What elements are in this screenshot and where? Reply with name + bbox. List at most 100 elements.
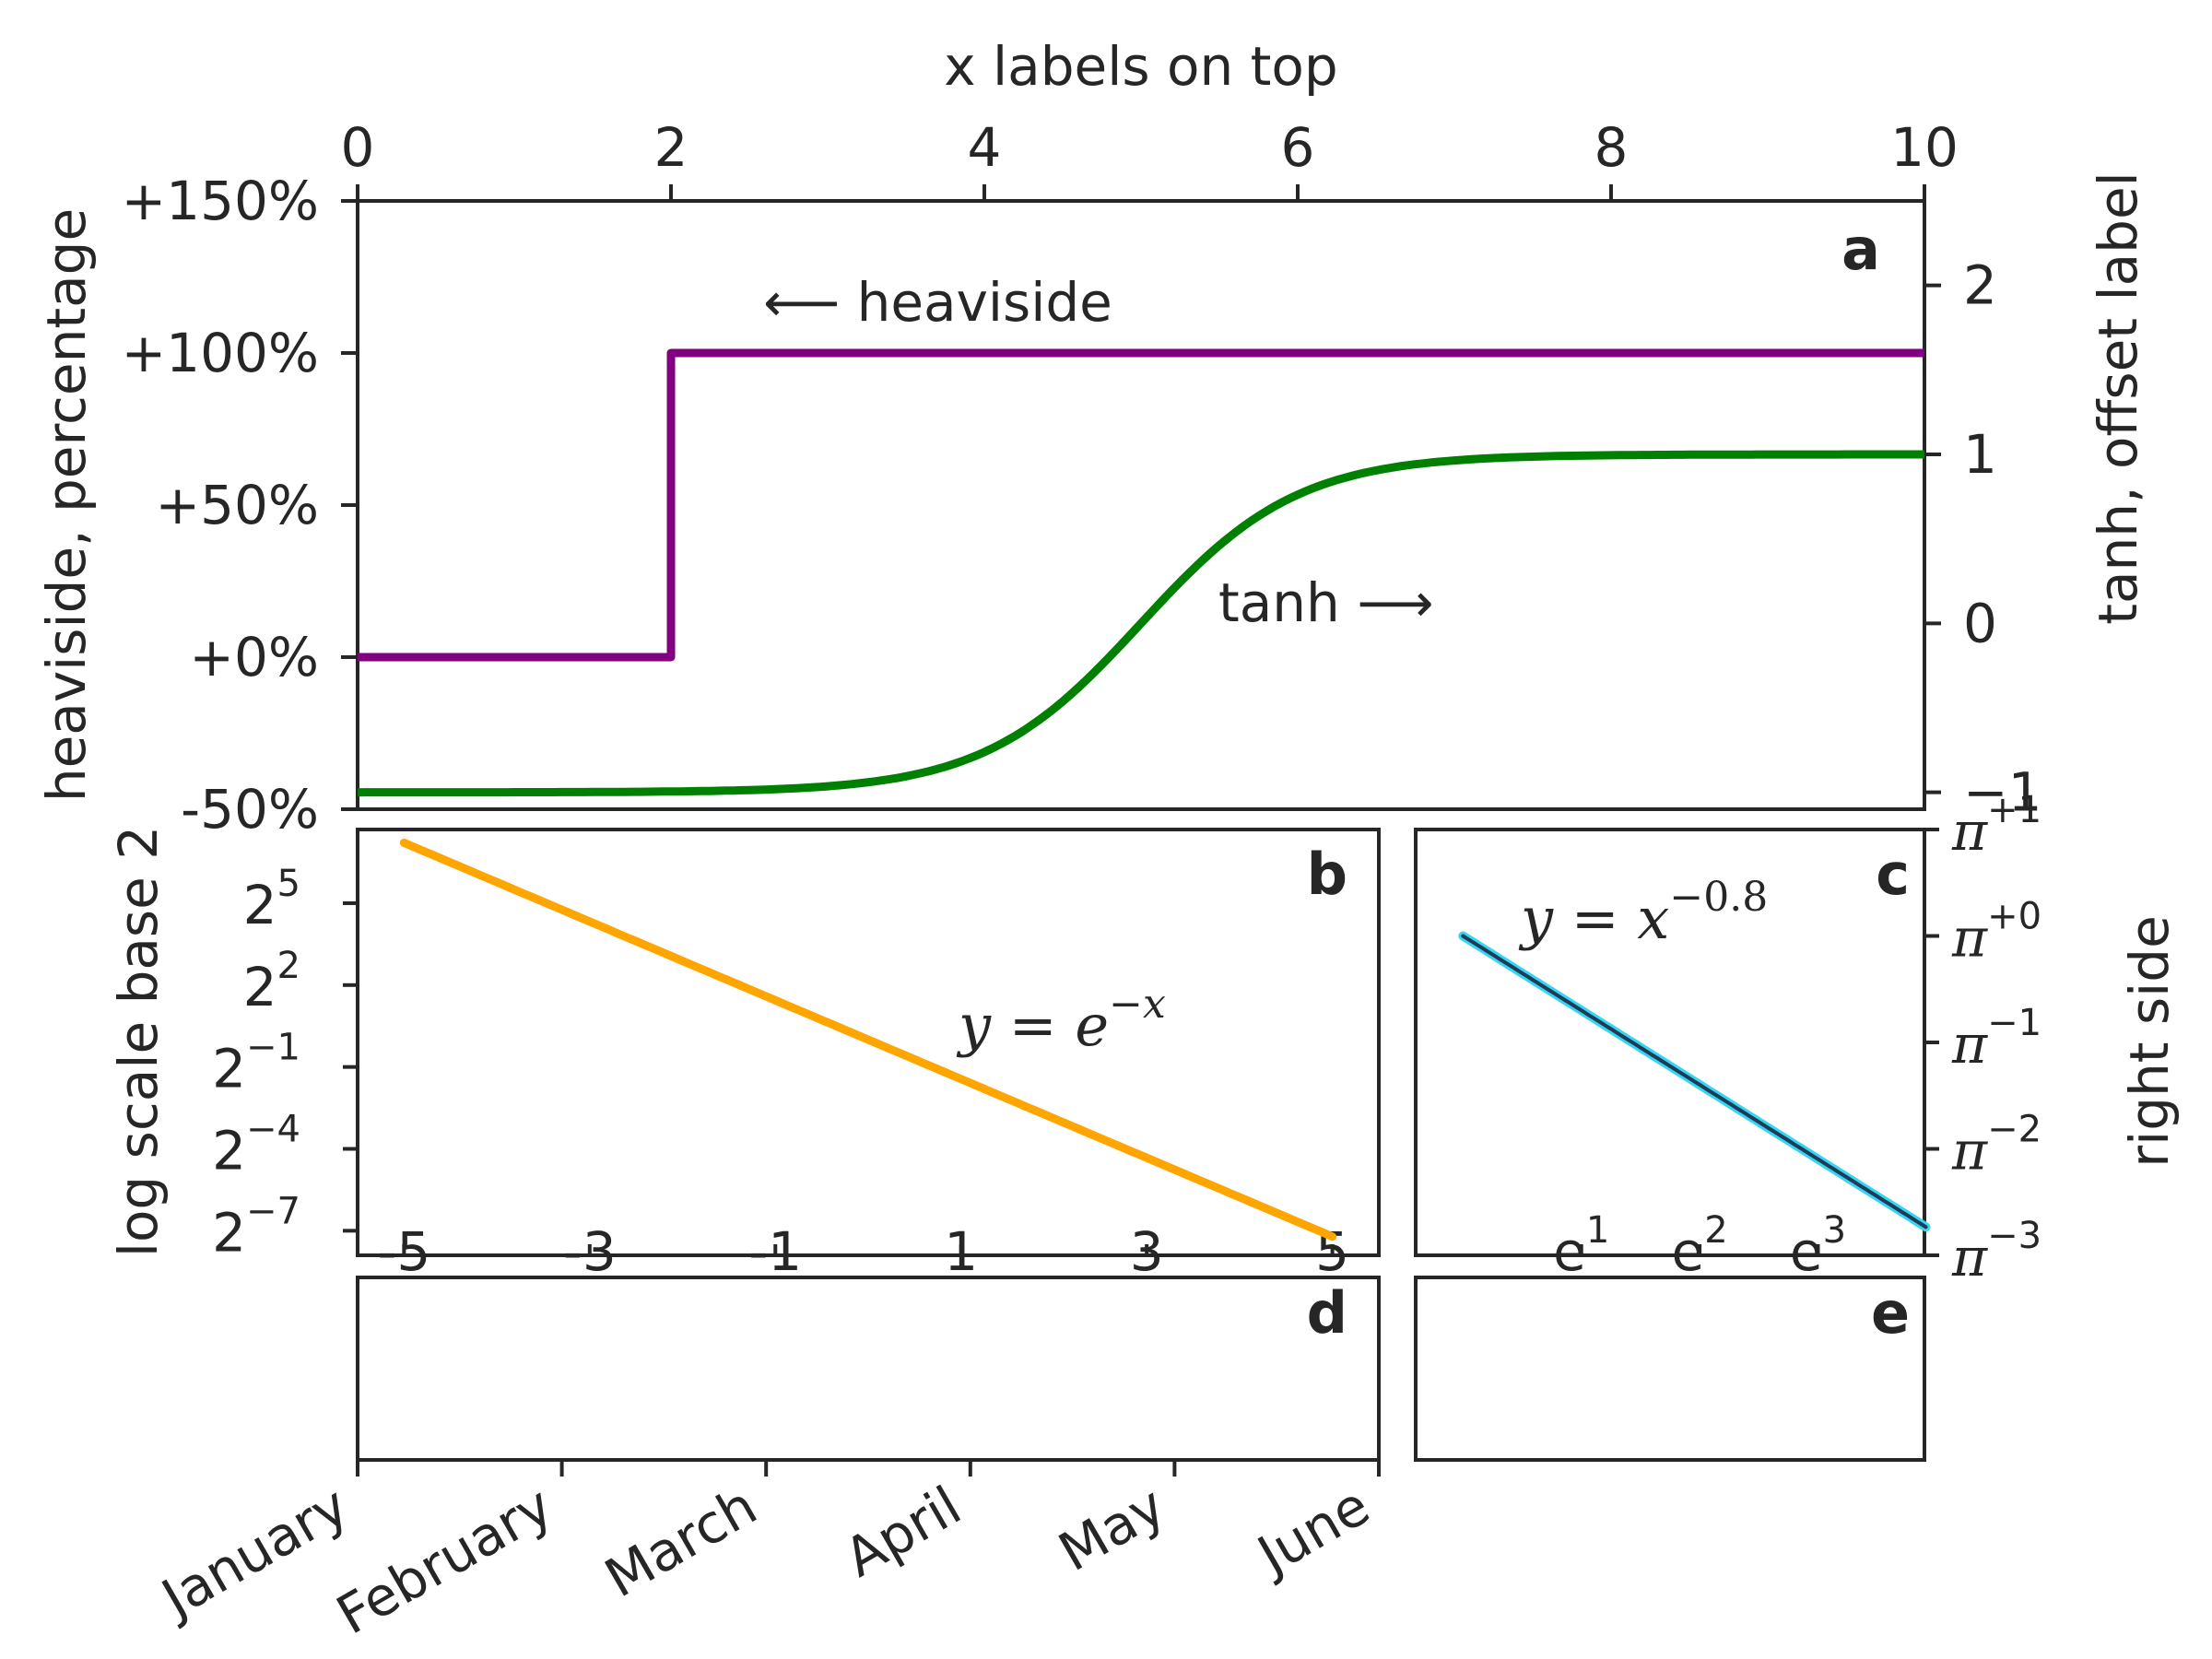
panel-a-x-tick-label: 4 — [968, 116, 1002, 179]
panel-d-x-tick-label: April — [834, 1474, 971, 1589]
panel-c-x-ticks: e1 e2 e3 — [1553, 1209, 1846, 1283]
panel-a-x-tick-label: 2 — [654, 116, 688, 179]
panel-b-y-tick-label: 2−7 — [212, 1190, 300, 1264]
panel-a-y-ticks: -50% +0% +50% +100% +150% — [122, 170, 358, 841]
heaviside-annotation: ⟵ heaviside — [763, 271, 1112, 334]
panel-c-letter: c — [1876, 841, 1910, 908]
panel-b-equation-base: y = e — [956, 992, 1109, 1059]
panel-a-y-tick-label: +0% — [189, 626, 319, 688]
panel-b-x-tick-label: -1 — [748, 1220, 802, 1283]
tanh-line — [357, 450, 1924, 797]
panel-a-y2-ticks: −1 0 1 2 — [1924, 254, 2042, 824]
panel-b-y-tick-base: 2 — [243, 956, 277, 1018]
panel-a-frame — [356, 199, 1926, 811]
panel-c-x-tick-exp: 1 — [1586, 1209, 1609, 1252]
panel-a-letter: a — [1841, 216, 1880, 283]
panel-b-y-tick-label: 2−1 — [212, 1027, 300, 1100]
panel-b-y-tick-base: 2 — [212, 1120, 246, 1182]
panel-c-y-tick-exp: −1 — [1987, 1002, 2041, 1044]
panel-b-equation: y = e−x — [956, 981, 1166, 1059]
panel-c-y-tick-base: π — [1951, 1226, 1988, 1288]
panel-c-y-tick-label: π−1 — [1951, 1002, 2041, 1076]
panel-a-x-tick-label: 8 — [1594, 116, 1629, 179]
panel-b-y-tick-exp: −1 — [246, 1027, 300, 1069]
panel-d-x-tick-label: June — [1245, 1474, 1380, 1588]
panel-a: x labels on top 0 2 4 6 8 10 -50%+0%+50%+100%… — [35, 35, 2149, 841]
panel-a-y-tick-label: +100% — [122, 322, 319, 384]
panel-c-y-tick-label: π+0 — [1951, 896, 2041, 970]
panel-b-y-tick-exp: 5 — [277, 863, 300, 905]
panel-a-y-tick-label: +150% — [122, 170, 319, 232]
panel-c-y-tick-exp: −2 — [1987, 1109, 2041, 1151]
exp-decay-line — [399, 838, 1337, 1241]
panel-a-series — [357, 348, 1924, 797]
panel-d-x-tick-label: March — [594, 1474, 767, 1609]
panel-a-y-tick-label: +50% — [155, 474, 319, 536]
panel-b-y-tick-base: 2 — [212, 1038, 246, 1100]
heaviside-line — [358, 348, 1924, 662]
panel-b-y-tick-exp: −4 — [246, 1109, 300, 1151]
panel-c-series — [1458, 931, 1931, 1232]
panel-a-y-tick-label: -50% — [181, 778, 319, 841]
panel-c-x-tick-label: e1 — [1553, 1209, 1609, 1283]
panel-a-title: x labels on top — [944, 35, 1337, 98]
panel-b-frame — [356, 828, 1381, 1257]
panel-b-y-tick-base: 2 — [243, 874, 277, 936]
panel-d-x-tick-label: February — [326, 1474, 563, 1646]
panel-c-y-tick-exp: +0 — [1987, 896, 2041, 938]
panel-c-y-tick-base: π — [1951, 800, 1988, 863]
panel-d-x-tick-label: January — [149, 1474, 359, 1630]
panel-d-frame — [356, 1276, 1381, 1462]
panel-a-y2-tick-label: 1 — [1963, 423, 1997, 486]
panel-c: e1 e2 e3 π−3π−2π−1π+0π+1 right side y = x−… — [1414, 789, 2181, 1288]
panel-b-letter: b — [1307, 841, 1347, 908]
panel-a-y2label: tanh, offset label — [2087, 171, 2149, 624]
panel-c-ylabel: right side — [2118, 915, 2181, 1168]
panel-c-x-tick-base: e — [1790, 1220, 1823, 1283]
panel-c-y-tick-base: π — [1951, 907, 1988, 970]
panel-b-y-tick-label: 2−4 — [212, 1109, 300, 1182]
panel-b-x-tick-label: 1 — [944, 1220, 978, 1283]
panel-c-y-tick-base: π — [1951, 1013, 1988, 1076]
panel-c-y-tick-exp: −3 — [1987, 1215, 2041, 1257]
panel-e-letter: e — [1871, 1279, 1910, 1347]
panel-c-equation-exp: −0.8 — [1669, 874, 1768, 921]
panel-c-x-tick-label: e2 — [1672, 1209, 1728, 1283]
panel-b-x-tick-label: -3 — [563, 1220, 617, 1283]
panel-c-y-tick-exp: +1 — [1987, 789, 2041, 831]
panel-b-x-ticks: -5 -3 -1 1 3 5 — [377, 1220, 1349, 1283]
panel-b-x-tick-label: -5 — [377, 1220, 430, 1283]
panel-c-equation: y = x−0.8 — [1518, 874, 1768, 952]
panel-c-x-tick-exp: 2 — [1704, 1209, 1727, 1252]
panel-c-x-tick-base: e — [1672, 1220, 1705, 1283]
panel-d-x-tick-label: May — [1049, 1474, 1176, 1583]
panel-b-y-tick-label: 25 — [243, 863, 300, 936]
panel-b-y-tick-label: 22 — [243, 945, 300, 1018]
panel-b-y-tick-exp: −7 — [246, 1190, 300, 1232]
panel-c-equation-base: y = x — [1518, 885, 1669, 952]
panel-c-y-ticks: π−3π−2π−1π+0π+1 — [1924, 789, 2041, 1288]
panel-b-y-tick-exp: 2 — [277, 945, 300, 987]
panel-a-x-ticks: 0 2 4 6 8 10 — [341, 116, 1959, 201]
panel-a-y2-tick-label: −1 — [1963, 761, 2042, 824]
panel-a-ylabel: heaviside, percentage — [35, 208, 98, 802]
panel-a-x-tick-label: 6 — [1281, 116, 1315, 179]
panel-e: e — [1414, 1276, 1926, 1462]
panel-c-y-tick-base: π — [1951, 1120, 1988, 1182]
panel-e-frame — [1414, 1276, 1926, 1462]
panel-b-series — [399, 838, 1337, 1241]
panel-c-y-tick-label: π−2 — [1951, 1109, 2041, 1182]
panel-a-x-tick-label: 0 — [341, 116, 375, 179]
panel-d-letter: d — [1307, 1279, 1347, 1347]
panel-c-x-tick-exp: 3 — [1823, 1209, 1846, 1252]
panel-c-y-tick-label: π+1 — [1951, 789, 2041, 863]
panel-a-y2-tick-label: 0 — [1963, 592, 1997, 654]
panel-c-y-tick-label: π−3 — [1951, 1215, 2041, 1288]
panel-a-x-tick-label: 10 — [1890, 116, 1959, 179]
tanh-annotation: tanh ⟶ — [1218, 571, 1433, 634]
